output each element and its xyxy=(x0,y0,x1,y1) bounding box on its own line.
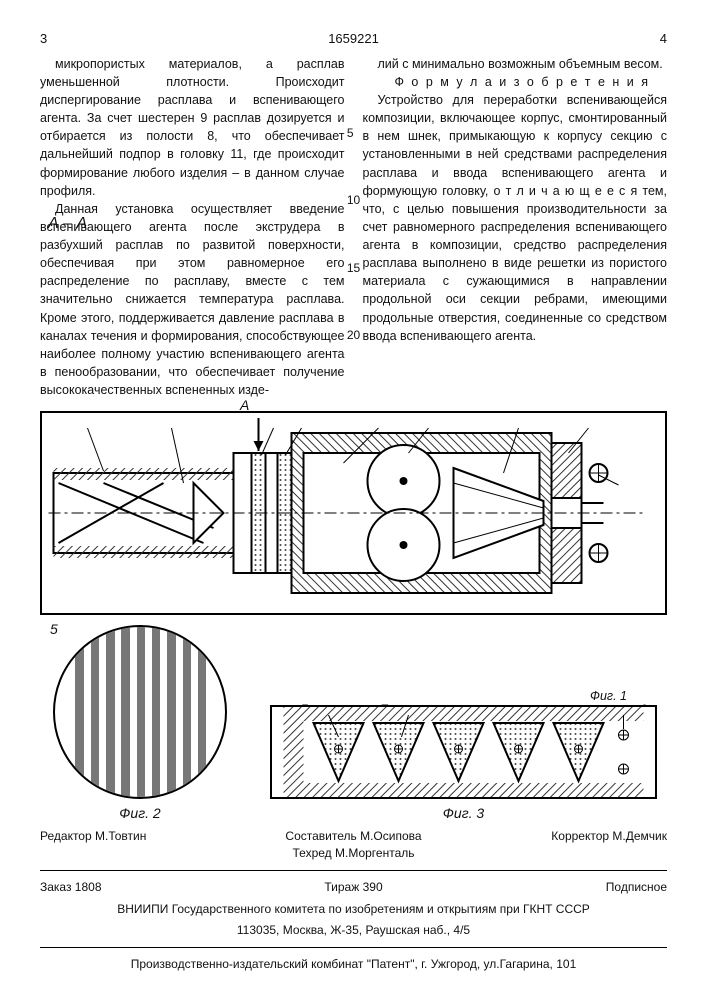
line-num: 10 xyxy=(347,192,360,209)
figures: 1 2 А 3 4 8 9 10 11 12 xyxy=(40,411,667,823)
tirazh: Тираж 390 xyxy=(249,879,458,896)
line-num: 5 xyxy=(347,125,360,142)
footer-printer: Производственно-издательский комбинат "П… xyxy=(40,956,667,973)
footer-org: ВНИИПИ Государственного комитета по изоб… xyxy=(40,901,667,918)
corrector: Корректор М.Демчик xyxy=(458,828,667,863)
fig3-caption: Фиг. 3 xyxy=(260,803,667,823)
paragraph: Устройство для переработки вспенивающейс… xyxy=(363,91,668,345)
figure-2-diagram xyxy=(53,625,227,799)
divider xyxy=(40,947,667,948)
paragraph: лий с минимально возможным объемным весо… xyxy=(363,55,668,73)
editor: Редактор М.Товтин xyxy=(40,828,249,863)
text-columns: 5 10 15 20 микропористых материалов, а р… xyxy=(40,55,667,399)
subscript: Подписное xyxy=(458,879,667,896)
figure-3: Фиг. 1 5 7 6 xyxy=(260,687,667,823)
order-no: Заказ 1808 xyxy=(40,879,249,896)
footer-addr: 113035, Москва, Ж-35, Раушская наб., 4/5 xyxy=(40,922,667,939)
divider xyxy=(40,870,667,871)
line-num: 20 xyxy=(347,327,360,344)
page-header: 3 1659221 4 xyxy=(40,30,667,49)
credits-row: Редактор М.Товтин Составитель М.Осипова … xyxy=(40,828,667,863)
footer-row-1: Заказ 1808 Тираж 390 Подписное xyxy=(40,879,667,896)
figure-1-diagram xyxy=(40,411,667,615)
patent-number: 1659221 xyxy=(249,30,458,49)
page-num-left: 3 xyxy=(40,30,249,49)
compiler: Составитель М.Осипова xyxy=(249,828,458,845)
section-aa-label: А – А xyxy=(48,212,87,235)
figure-3-diagram xyxy=(270,705,657,799)
fig2-label-5: 5 xyxy=(50,619,58,639)
tech-editor: Техред М.Моргенталь xyxy=(249,845,458,862)
figure-2: 5 Фиг. 2 xyxy=(40,625,240,823)
column-right: лий с минимально возможным объемным весо… xyxy=(363,55,668,399)
fig1-caption: Фиг. 1 xyxy=(260,687,667,705)
fig2-caption: Фиг. 2 xyxy=(40,803,240,823)
page-num-right: 4 xyxy=(458,30,667,49)
formula-title: Ф о р м у л а и з о б р е т е н и я xyxy=(363,73,668,91)
line-numbers: 5 10 15 20 xyxy=(347,125,360,345)
line-num: 15 xyxy=(347,260,360,277)
paragraph: микропористых материалов, а расплав умен… xyxy=(40,55,345,200)
